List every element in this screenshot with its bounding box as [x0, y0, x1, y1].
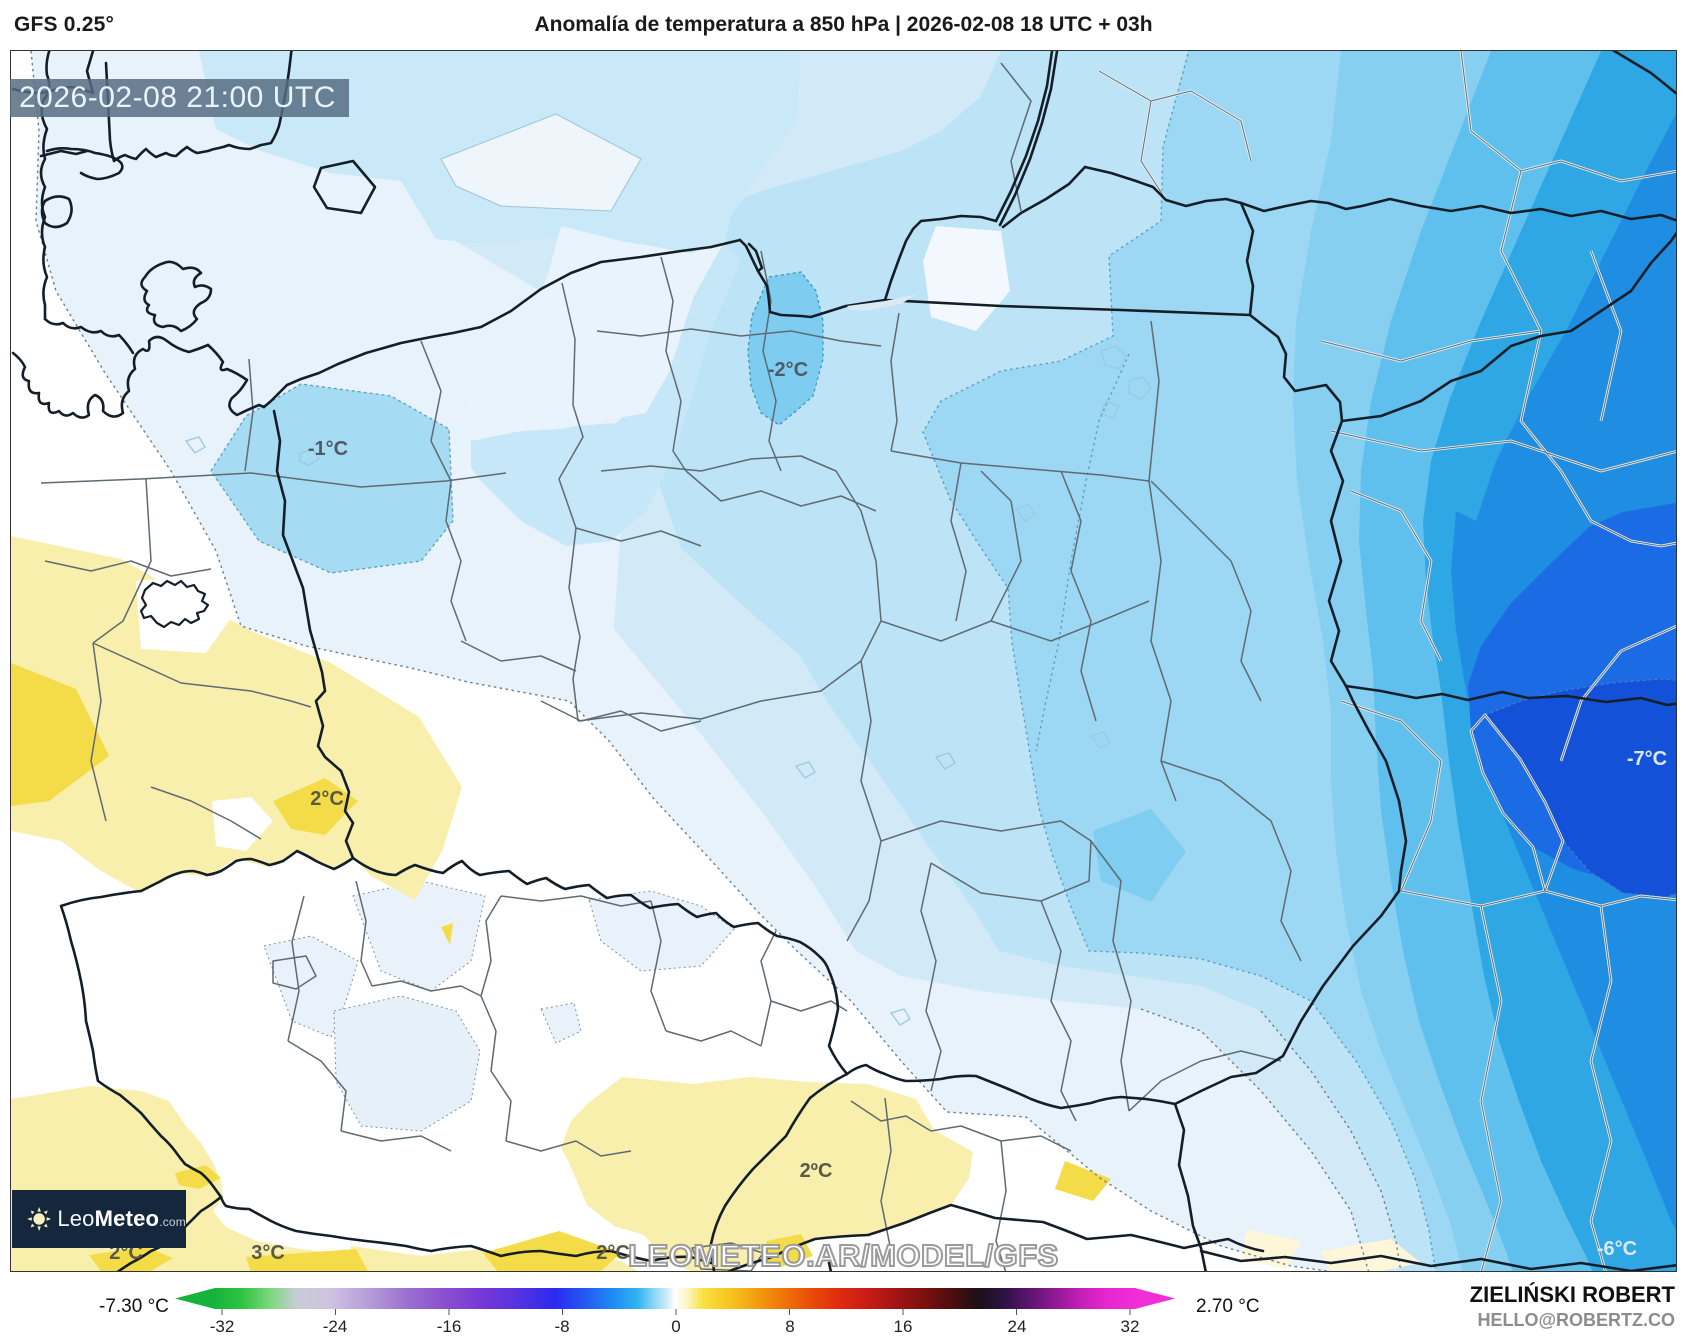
- svg-text:-7°C: -7°C: [1627, 748, 1667, 770]
- svg-text:24: 24: [1008, 1317, 1027, 1336]
- svg-text:-2°C: -2°C: [768, 359, 808, 381]
- svg-text:16: 16: [894, 1317, 913, 1336]
- svg-text:-1°C: -1°C: [308, 438, 348, 460]
- svg-text:-8: -8: [554, 1317, 569, 1336]
- svg-text:-24: -24: [323, 1317, 348, 1336]
- svg-text:-16: -16: [437, 1317, 462, 1336]
- svg-text:2°C: 2°C: [596, 1242, 630, 1264]
- svg-text:-32: -32: [210, 1317, 235, 1336]
- svg-text:3°C: 3°C: [251, 1242, 285, 1264]
- svg-text:32: 32: [1121, 1317, 1140, 1336]
- svg-text:0: 0: [671, 1317, 680, 1336]
- svg-text:2°C: 2°C: [310, 788, 344, 810]
- svg-text:-6°C: -6°C: [1597, 1238, 1637, 1260]
- svg-text:2ºC: 2ºC: [800, 1160, 833, 1182]
- svg-text:8: 8: [785, 1317, 794, 1336]
